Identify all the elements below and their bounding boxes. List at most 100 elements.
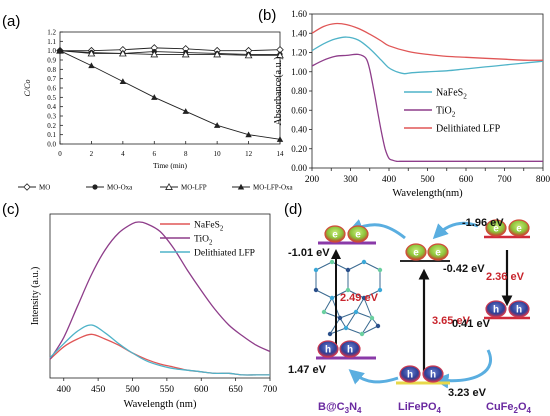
bond: [363, 289, 381, 299]
y-axis-label: Intensity (a.u.): [30, 267, 41, 326]
hole-ellipse: [317, 340, 339, 358]
hole-symbol: h: [516, 305, 522, 316]
legend-entry-1-sub: 2: [452, 111, 456, 119]
legend-entry-1: TiO2: [194, 235, 213, 247]
y-axis-label: Absorbance(a.u.): [273, 57, 284, 126]
x-tick-label: 550: [160, 385, 175, 395]
data-point-mo-lfp-oxa: [245, 131, 252, 138]
bond: [331, 261, 349, 271]
legend-entry-mo: MO: [39, 184, 50, 192]
data-point-mo-lfp-oxa: [213, 122, 221, 128]
series-line-tio2: [49, 221, 271, 360]
legend-entry-1-main: TiO: [194, 235, 209, 245]
material-label-cfo: CuFe2O4: [486, 401, 532, 415]
atom: [375, 323, 381, 329]
panel-b-absorbance-chart: (b) 200 300 400 500 600 700 800 0.00 0.20 0.40 0.6…: [258, 7, 550, 199]
material-label-cfo-main: CuFe: [486, 401, 514, 413]
atom: [345, 267, 351, 273]
y-tick-label: 0.9: [47, 57, 56, 65]
panel-b-axes: 200 300 400 500 600 700 800 0.00 0.20 0.40 0.60 0.8…: [273, 9, 550, 199]
series-line-mo-lfp-oxa: [59, 50, 281, 140]
panel-c-photoluminescence-chart: (c) 400 450 500 550 600 650 700 Wavelength (nm)…: [2, 201, 277, 410]
hole-symbol: h: [325, 345, 331, 356]
electron-ellipse: [324, 225, 346, 243]
series-line-mo: [60, 47, 281, 52]
bond: [355, 297, 365, 313]
transfer-arrow-right: [433, 349, 492, 389]
panel-label-a: (a): [2, 13, 20, 30]
atom: [343, 325, 349, 331]
data-point-mo-lfp-oxa: [56, 47, 64, 54]
panel-a-legend: MO MO-Oxa MO-LFP MO-LFP-Oxa: [18, 182, 294, 192]
hole-icon: h: [317, 340, 339, 358]
bond: [315, 261, 333, 271]
atom: [353, 309, 359, 315]
y-tick-label: 0.3: [47, 113, 56, 121]
x-tick-label: 650: [229, 385, 244, 395]
x-axis-label: Wavelength (nm): [124, 399, 197, 410]
legend-entry-0-sub: 2: [463, 93, 467, 101]
y-tick-label: 0.6: [47, 85, 56, 93]
bond: [329, 327, 347, 335]
bc3n4-structure-illustration: [313, 259, 383, 337]
charge-carriers: e e e e e e h h h h h h: [317, 219, 530, 383]
hole-ellipse: [399, 365, 421, 383]
data-point-mo-lfp-oxa: [119, 78, 127, 85]
bond: [363, 261, 381, 271]
panel-d-band-diagram: (d) e e e e e e h h h h h h -1.01 eV 1.47 eV 2.49 e…: [284, 201, 532, 415]
material-label-bc3n4-sub: 3: [345, 406, 350, 415]
y-tick-label: 0.00: [291, 163, 307, 173]
transfer-arrow-bottom-left: [348, 369, 399, 385]
y-tick-label: 0.4: [47, 103, 56, 111]
electron-icon: e: [347, 225, 369, 243]
series-line-delithiated-lfp: [311, 22, 544, 61]
electron-icon: e: [427, 243, 449, 261]
cfo-cb-energy: -1.96 eV: [462, 217, 504, 229]
bond: [345, 311, 357, 329]
bond: [347, 289, 365, 299]
x-tick-label: 0: [58, 150, 62, 158]
legend-entry-mo-lfp: MO-LFP: [181, 184, 207, 192]
atom: [377, 267, 383, 273]
panel-c-axes: 400 450 500 550 600 650 700 Wavelength (nm) Inte…: [30, 213, 277, 410]
bond: [323, 311, 341, 319]
bc3n4-gap-energy: 2.49 eV: [340, 292, 379, 304]
material-label-cfo-sub2: 4: [527, 406, 532, 415]
bond: [323, 297, 333, 313]
cfo-vb-energy: 0.41 eV: [452, 318, 491, 330]
legend-marker: [23, 183, 31, 191]
legend-entry-mo-lfp-oxa: MO-LFP-Oxa: [253, 184, 294, 192]
y-tick-label: 0.80: [291, 86, 307, 96]
legend-entry-0: NaFeS2: [194, 221, 224, 233]
bond: [363, 297, 373, 319]
lfp-gap-energy: 3.65 eV: [432, 315, 471, 327]
legend-marker: [92, 184, 98, 190]
data-point-mo-lfp: [276, 51, 284, 59]
legend-entry-1-sub: 2: [209, 240, 213, 247]
data-point-mo-lfp: [87, 49, 96, 57]
electron-ellipse: [508, 219, 530, 237]
hole-icon: h: [422, 365, 444, 383]
hole-symbol: h: [347, 345, 353, 356]
electron-symbol: e: [493, 224, 499, 235]
data-point-mo-lfp: [181, 50, 190, 58]
material-label-bc3n4-tail: N: [349, 401, 357, 413]
data-point-mo-lfp-oxa: [276, 136, 284, 142]
plot-frame: [49, 213, 271, 379]
y-tick-label: 1.00: [291, 67, 307, 77]
lfp-cb-energy: -0.42 eV: [443, 263, 485, 275]
atom: [313, 267, 319, 273]
electron-icon: e: [508, 219, 530, 237]
material-label-bc3n4-main: B@C: [318, 401, 345, 413]
y-tick-label: 0.2: [47, 122, 56, 130]
data-point-mo-lfp-oxa: [88, 62, 95, 69]
y-tick-label: 0.7: [47, 75, 56, 83]
legend-entry-1-main: TiO: [436, 106, 452, 117]
electron-ellipse: [485, 219, 507, 237]
x-tick-label: 2: [90, 150, 94, 158]
bond: [355, 311, 373, 319]
hole-ellipse: [508, 300, 530, 318]
x-tick-label: 14: [277, 150, 285, 158]
bond: [345, 327, 363, 335]
